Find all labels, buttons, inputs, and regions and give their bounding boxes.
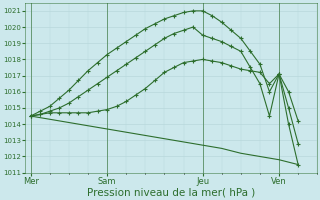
X-axis label: Pression niveau de la mer( hPa ): Pression niveau de la mer( hPa ) bbox=[87, 187, 255, 197]
